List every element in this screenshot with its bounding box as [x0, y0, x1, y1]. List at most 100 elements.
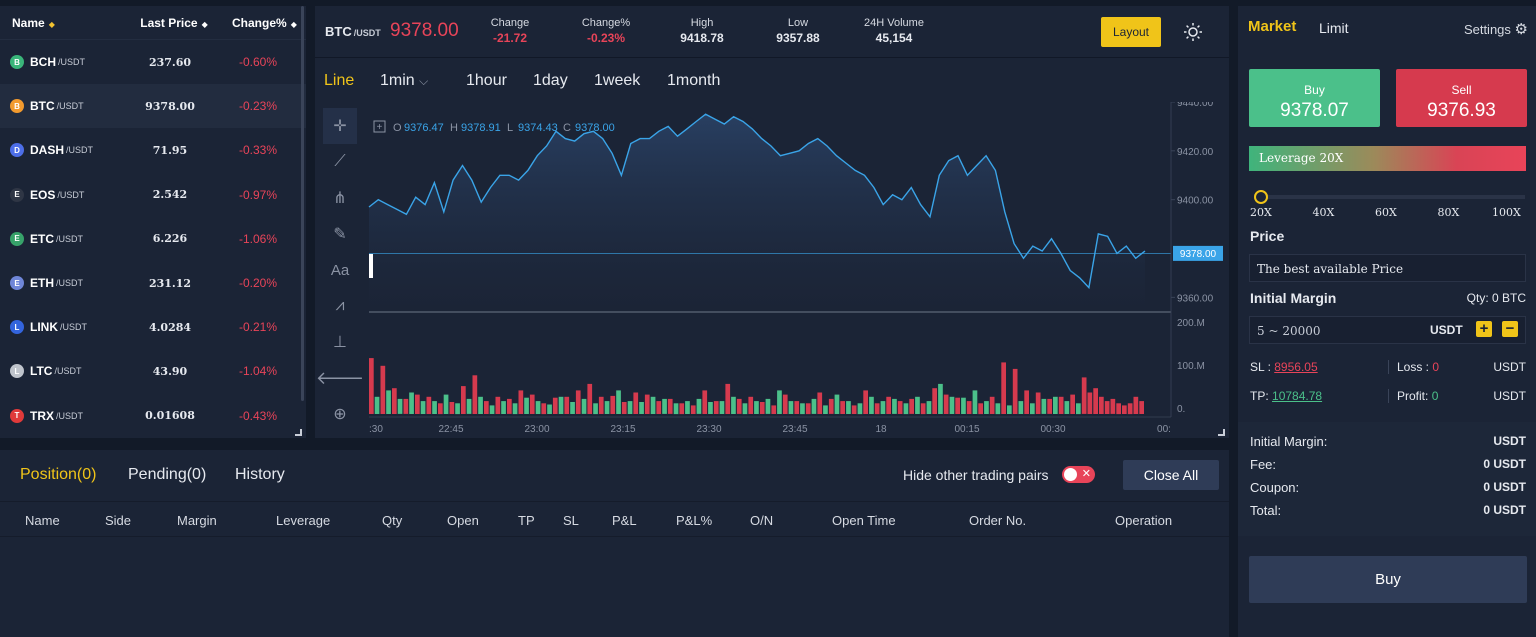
market-row-btc[interactable]: B BTC/USDT 9378.00 -0.23% [0, 84, 306, 129]
leverage-tick[interactable]: 100X [1492, 206, 1521, 219]
quick-buy-button[interactable]: Buy 9378.07 [1249, 69, 1380, 127]
zoom-icon[interactable]: ⊕ [333, 406, 347, 423]
crosshair-icon[interactable]: ✛ [323, 108, 357, 144]
sl-row: SL : 8956.05 [1250, 360, 1318, 374]
volume-bar-up [731, 396, 736, 414]
leverage-slider-handle[interactable] [1254, 190, 1268, 204]
tf-1month[interactable]: 1month [667, 72, 721, 89]
market-row-name: B BCH/USDT [0, 55, 120, 70]
volume-bar-up [535, 401, 541, 414]
stat-high: High 9418.78 [657, 17, 747, 45]
quick-sell-button[interactable]: Sell 9376.93 [1396, 69, 1527, 127]
time-tick-label: 23:45 [782, 424, 807, 435]
price-field[interactable]: The best available Price [1249, 254, 1526, 282]
leverage-tick[interactable]: 60X [1375, 206, 1397, 219]
tf-1hour[interactable]: 1hour [466, 72, 507, 89]
leverage-tick[interactable]: 20X [1250, 206, 1272, 219]
market-row-eos[interactable]: E EOS/USDT 2.542 -0.97% [0, 173, 306, 217]
col-tp: TP [518, 513, 535, 528]
market-row-name: T TRX/USDT [0, 408, 120, 423]
fork-icon[interactable]: ⋔ [333, 190, 347, 207]
plus-glyph: + [377, 122, 383, 133]
chevron-down-icon: ⌵ [419, 74, 429, 88]
market-row-ltc[interactable]: L LTC/USDT 43.90 -1.04% [0, 349, 306, 393]
resize-handle[interactable] [295, 429, 302, 436]
col-change-header[interactable]: Change% ◆ [220, 16, 297, 30]
stat-volume-value: 45,154 [875, 31, 913, 45]
market-row-bch[interactable]: B BCH/USDT 237.60 -0.60% [0, 40, 306, 84]
layout-button[interactable]: Layout [1101, 17, 1161, 47]
leverage-tick[interactable]: 80X [1437, 206, 1460, 219]
volume-bar-down [1110, 398, 1116, 414]
volume-bar-up [834, 394, 840, 414]
market-quote: /USDT [57, 189, 85, 200]
hide-pairs-label: Hide other trading pairs [903, 467, 1049, 483]
volume-bars [369, 358, 1144, 415]
market-row-trx[interactable]: T TRX/USDT 0.01608 -0.43% [0, 394, 306, 438]
leverage-tick[interactable]: 40X [1312, 206, 1335, 219]
market-row-etc[interactable]: E ETC/USDT 6.226 -1.06% [0, 217, 306, 261]
tab-position[interactable]: Position(0) [20, 466, 97, 483]
volume-bar-down [1058, 396, 1064, 414]
scrollbar[interactable] [301, 6, 304, 401]
coin-icon: D [10, 143, 24, 158]
hide-pairs-toggle[interactable]: ✕ [1062, 466, 1095, 483]
market-row-eth[interactable]: E ETH/USDT 231.12 -0.20% [0, 261, 306, 305]
resize-handle[interactable] [1218, 429, 1225, 436]
market-quote: /USDT [58, 57, 85, 68]
summary-label: Total: [1250, 503, 1282, 518]
plus-icon[interactable]: + [1476, 321, 1492, 337]
arrow-left-icon[interactable]: 🡐 [315, 367, 365, 388]
leverage-slider-track[interactable] [1255, 195, 1525, 199]
market-row-link[interactable]: L LINK/USDT 4.0284 -0.21% [0, 305, 306, 349]
tp-value[interactable]: 10784.78 [1272, 389, 1323, 403]
tab-history[interactable]: History [235, 466, 285, 483]
price-chart[interactable]: 9440.00 9420.00 9400.00 9360.00 200.M 100.M 0… [365, 102, 1227, 436]
settings-link[interactable]: Settings ⚙ [1464, 20, 1528, 38]
tf-1week[interactable]: 1week [594, 72, 641, 89]
sl-value[interactable]: 8956.05 [1274, 360, 1318, 374]
sort-icon: ◆ [290, 19, 297, 29]
tab-pending[interactable]: Pending(0) [128, 466, 207, 483]
col-name-header[interactable]: Name ◆ [0, 16, 120, 30]
volume-bar-down [426, 396, 432, 414]
sl-unit: USDT [1493, 360, 1526, 374]
stat-change-pct-label: Change% [581, 17, 631, 29]
summary-margin: Initial Margin: USDT [1250, 434, 1526, 449]
pattern-icon[interactable]: ⩘ [335, 297, 345, 314]
tab-limit[interactable]: Limit [1319, 20, 1349, 36]
theme-sun-icon[interactable] [1183, 22, 1203, 42]
trend-line-icon[interactable]: ⟋ [334, 153, 346, 170]
tf-1min[interactable]: 1min ⌵ [380, 72, 428, 90]
market-price: 4.0284 [148, 320, 192, 334]
col-price-header[interactable]: Last Price ◆ [120, 16, 220, 30]
time-tick-label: 23:30 [696, 424, 721, 435]
tab-market[interactable]: Market [1248, 18, 1297, 35]
text-icon[interactable]: Aa [330, 261, 350, 279]
volume-bar-down [1087, 392, 1093, 414]
summary-value: 0 USDT [1483, 480, 1526, 494]
market-row-dash[interactable]: D DASH/USDT 71.95 -0.33% [0, 128, 306, 172]
measure-icon[interactable]: ⊥ [333, 334, 347, 351]
volume-bar-down [966, 401, 972, 414]
expand-icon[interactable] [373, 120, 386, 133]
divider [1388, 360, 1389, 374]
brush-icon[interactable]: ✎ [333, 226, 347, 243]
buy-submit-button[interactable]: Buy [1249, 556, 1527, 603]
tf-1min-label: 1min [380, 72, 415, 89]
volume-bar-down [1047, 398, 1052, 414]
volume-bar-down [518, 390, 524, 414]
col-operation: Operation [1115, 513, 1173, 528]
volume-bar-up [524, 397, 529, 414]
tf-line[interactable]: Line [324, 72, 355, 89]
volume-bar-up [662, 398, 667, 414]
close-all-button[interactable]: Close All [1123, 460, 1219, 490]
tf-1day[interactable]: 1day [533, 72, 568, 89]
summary-value: 0 USDT [1483, 457, 1526, 471]
buy-label: Buy [1304, 83, 1325, 97]
market-change: -0.20% [238, 276, 278, 291]
time-tick-label: 00:15 [954, 424, 979, 435]
minus-icon[interactable]: − [1502, 321, 1518, 337]
ohlc-c-label: C [563, 122, 571, 134]
volume-bar-up [961, 397, 966, 414]
